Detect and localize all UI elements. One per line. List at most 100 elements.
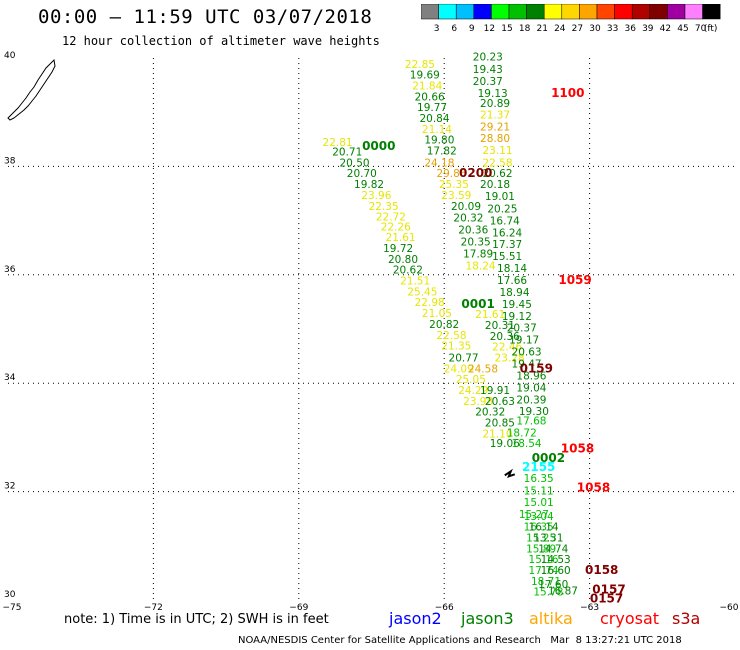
scale-label: 3	[434, 24, 440, 34]
swh-value: 21.05	[422, 308, 452, 320]
lon-label: −66	[435, 603, 454, 613]
swh-value: 18.72	[507, 427, 537, 439]
swh-value: 16.24	[492, 227, 522, 239]
pass-time-label: 1059	[558, 273, 591, 287]
swh-value: 18.94	[499, 287, 529, 299]
lon-label: −72	[144, 603, 163, 613]
swh-value: 20.77	[449, 353, 479, 365]
footer-credit: NOAA/NESDIS Center for Satellite Applica…	[238, 635, 682, 646]
swh-value: 18.14	[497, 263, 527, 275]
swh-value: 16.35	[524, 522, 554, 534]
swh-value: 15.89	[526, 543, 556, 555]
swh-value: 20.37	[507, 323, 537, 335]
legend-jason2: jason2	[389, 609, 442, 628]
scale-label: 45	[677, 24, 688, 34]
swh-value: 20.62	[482, 168, 512, 180]
swh-value: 21.35	[441, 341, 471, 353]
lat-label: 36	[4, 265, 16, 275]
coastline	[7, 58, 56, 121]
lon-label: −69	[289, 603, 308, 613]
swh-value: 22.46	[492, 342, 522, 354]
swh-value: 21.61	[386, 232, 416, 244]
swh-value: 24.09	[444, 363, 474, 375]
pass-time-label: 0000	[362, 139, 395, 153]
pass-time-label: 1100	[551, 86, 584, 100]
swh-value: 20.25	[487, 203, 517, 215]
swh-value: 15.25	[526, 532, 556, 544]
swh-value: 15.78	[533, 587, 563, 599]
swh-value: 17.82	[427, 145, 457, 157]
swh-value: 19.91	[480, 385, 510, 397]
swh-value: 20.32	[453, 213, 483, 225]
swh-value: 24.18	[424, 157, 454, 169]
swh-value: 18.96	[516, 370, 546, 382]
swh-value: 19.01	[485, 191, 515, 203]
swh-value: 19.69	[410, 70, 440, 82]
swh-value: 20.70	[347, 168, 377, 180]
swh-value: 20.09	[451, 201, 481, 213]
swh-value: 20.71	[332, 147, 362, 159]
swh-value: 17.68	[516, 415, 546, 427]
scale-label: 70	[695, 24, 707, 34]
swh-value: 25.45	[407, 286, 437, 298]
swh-value: 25.05	[456, 374, 486, 386]
scale-label: 39	[642, 24, 654, 34]
pass-time-label: 0001	[461, 297, 494, 311]
swh-value: 22.81	[323, 137, 353, 149]
swh-value: 14.74	[538, 543, 568, 555]
scale-label: 36	[624, 24, 636, 34]
swh-value: 22.98	[415, 297, 445, 309]
swh-value: 20.62	[393, 265, 423, 277]
scale-label: 30	[589, 24, 601, 34]
swh-value: 19.45	[502, 299, 532, 311]
swh-value: 21.84	[412, 80, 442, 92]
swh-value: 20.31	[485, 320, 515, 332]
swh-value: 22.72	[376, 212, 406, 224]
scale-swatch	[702, 4, 721, 20]
pass-time-label: 0159	[520, 361, 553, 375]
lat-label: 34	[4, 373, 16, 383]
swh-value: 19.47	[512, 358, 542, 370]
swh-value: 22.26	[381, 221, 411, 233]
swh-value: 20.63	[512, 347, 542, 359]
swh-value: 19.30	[519, 406, 549, 418]
swh-value: 15.51	[492, 251, 522, 263]
pass-time-label: 0200	[459, 166, 492, 180]
scale-label: 18	[519, 24, 531, 34]
swh-value: 19.80	[424, 135, 454, 147]
swh-value: 20.18	[480, 179, 510, 191]
swh-value: 20.84	[419, 113, 449, 125]
swh-value: 22.58	[482, 157, 512, 169]
swh-value: 20.37	[473, 76, 503, 88]
swh-value: 19.04	[516, 382, 546, 394]
swh-value: 25.35	[439, 179, 469, 191]
swh-value: 28.80	[480, 133, 510, 145]
swh-value: 20.85	[485, 418, 515, 430]
scale-label: 27	[572, 24, 583, 34]
swh-value: 18.24	[466, 260, 496, 272]
swh-value: 21.14	[422, 124, 452, 136]
swh-value: 23.59	[441, 190, 471, 202]
swh-value: 22.85	[405, 59, 435, 71]
swh-value: 21.51	[400, 276, 430, 288]
swh-value: 24.58	[468, 363, 498, 375]
swh-value: 17.37	[492, 239, 522, 251]
swh-value: 20.80	[388, 254, 418, 266]
swh-value: 17.60	[538, 579, 568, 591]
swh-value: 23.98	[463, 396, 493, 408]
lat-label: 30	[4, 590, 16, 600]
swh-value: 13.31	[533, 532, 563, 544]
pass-time-label: 0157	[592, 582, 625, 596]
legend-altika: altika	[529, 609, 573, 628]
lon-label: −75	[3, 603, 22, 613]
swh-value: 21.61	[475, 309, 505, 321]
legend-note: note: 1) Time is in UTC; 2) SWH is in fe…	[64, 612, 329, 627]
swh-value: 23.96	[361, 190, 391, 202]
lat-label: 40	[4, 51, 16, 61]
swh-value: 21.37	[480, 110, 510, 122]
swh-value: 20.82	[429, 319, 459, 331]
swh-value: 23.11	[482, 145, 512, 157]
pass-time-label: 2155	[522, 460, 555, 474]
swh-value: 19.72	[383, 243, 413, 255]
